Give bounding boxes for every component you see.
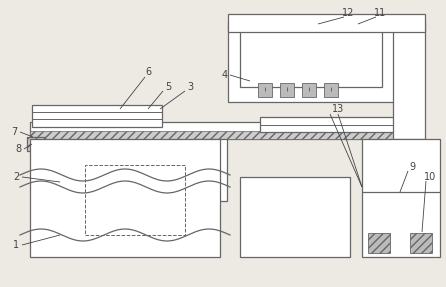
Bar (30, 139, 220, 257)
Bar (85, 165, 185, 235)
Bar (410, 233, 432, 253)
Bar (27, 137, 45, 151)
Text: 9: 9 (409, 162, 415, 172)
Text: 13: 13 (332, 104, 344, 114)
Text: 11: 11 (374, 8, 386, 18)
Text: 8: 8 (15, 144, 21, 154)
Bar (228, 22, 396, 102)
Text: 7: 7 (11, 127, 17, 137)
Text: 4: 4 (222, 70, 228, 80)
Bar (258, 83, 272, 97)
Bar (362, 139, 440, 257)
Bar (324, 83, 338, 97)
Bar (368, 233, 390, 253)
Bar (27, 137, 45, 151)
Bar (280, 83, 294, 97)
Bar (400, 137, 418, 151)
Text: 3: 3 (187, 82, 193, 92)
Bar (195, 139, 227, 201)
Bar (260, 117, 400, 132)
Bar (30, 131, 420, 139)
Text: 10: 10 (424, 172, 436, 182)
Bar (240, 29, 382, 87)
Text: 6: 6 (145, 67, 151, 77)
Bar (302, 83, 316, 97)
Bar (400, 137, 418, 151)
Bar (32, 105, 162, 127)
Text: 1: 1 (13, 240, 19, 250)
Bar (240, 177, 350, 257)
Bar (228, 14, 425, 32)
Text: 2: 2 (13, 172, 19, 182)
Bar (393, 22, 425, 139)
Text: 12: 12 (342, 8, 354, 18)
Bar (30, 122, 420, 139)
Text: 5: 5 (165, 82, 171, 92)
